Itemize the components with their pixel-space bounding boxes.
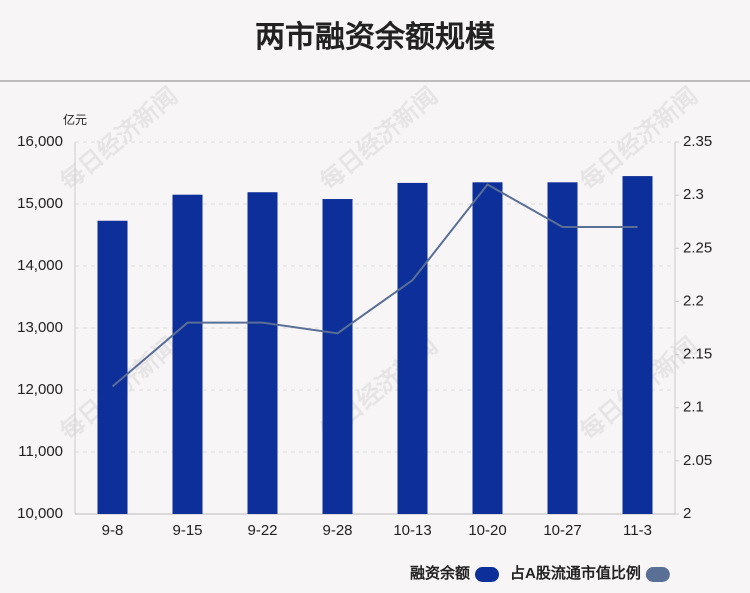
y-tick-label: 11,000 [18,443,63,460]
y-tick-label: 12,000 [17,381,63,398]
bar [247,192,278,514]
x-tick-label: 10-27 [543,522,581,539]
y2-tick-label: 2.25 [683,239,712,256]
y-tick-label: 15,000 [17,195,63,212]
x-tick-label: 9-22 [247,522,277,539]
bar [322,199,353,515]
y-tick-label: 13,000 [17,319,63,336]
line [111,183,638,388]
x-tick-label: 9-8 [102,522,124,539]
x-tick-label: 9-28 [322,522,352,539]
y-tick-label: 16,000 [17,133,63,150]
y2-tick-label: 2.05 [683,452,712,469]
bar [547,182,578,515]
x-tick-label: 9-15 [172,522,202,539]
legend-label: 融资余额 [410,564,470,582]
y2-tick-label: 2.15 [683,346,712,363]
legend-swatch [475,567,500,582]
x-tick-label: 10-20 [468,522,506,539]
bar [397,182,428,515]
y2-tick-label: 2.1 [683,399,704,416]
x-tick-label: 11-3 [623,522,652,539]
bar [472,182,503,515]
legend-swatch [645,567,670,582]
y2-tick-label: 2.3 [683,186,704,203]
x-tick-label: 10-13 [393,522,431,539]
y2-tick-label: 2.2 [683,292,704,309]
y2-tick-label: 2 [683,505,691,522]
bar [622,176,653,514]
bar [97,220,128,515]
bar [172,194,203,514]
y2-tick-label: 2.35 [683,133,712,150]
y-tick-label: 14,000 [17,257,63,274]
legend-label: 占A股流通市值比例 [510,564,641,582]
y-tick-label: 10,000 [17,505,63,522]
chart-title: 两市融资余额规模 [255,20,495,54]
y-unit: 亿元 [63,112,87,127]
